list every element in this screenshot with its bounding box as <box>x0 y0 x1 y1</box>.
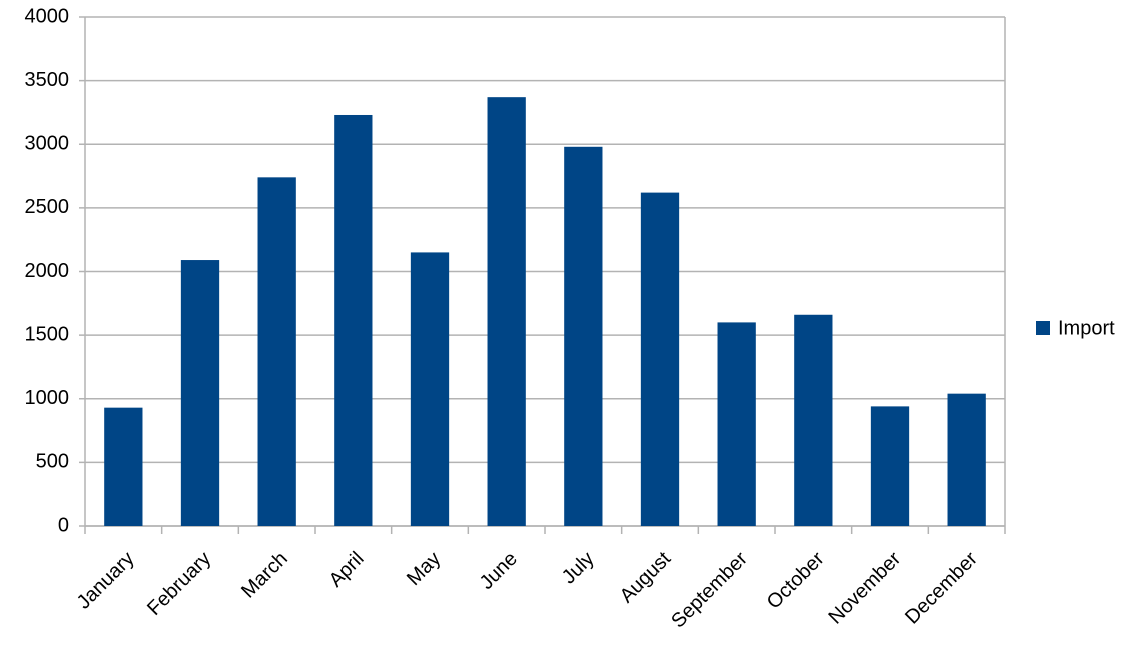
y-tick-label: 4000 <box>25 5 70 27</box>
x-tick-label: April <box>325 548 369 592</box>
x-tick-label: June <box>476 548 522 594</box>
legend-swatch <box>1036 321 1050 335</box>
bar <box>870 406 910 526</box>
bar <box>794 314 833 526</box>
x-tick-label: February <box>143 548 215 620</box>
y-tick-label: 0 <box>58 514 69 536</box>
x-tick-label: March <box>237 548 292 603</box>
bar <box>717 322 756 526</box>
bar <box>257 177 296 526</box>
bar <box>640 192 680 527</box>
bar <box>410 252 450 526</box>
x-tick-label: September <box>667 547 752 632</box>
bar <box>947 393 986 526</box>
x-tick-label: January <box>73 548 139 614</box>
bar <box>180 260 220 526</box>
y-tick-label: 3000 <box>25 133 70 155</box>
x-tick-label: August <box>616 547 676 607</box>
bar <box>334 114 373 527</box>
legend-label: Import <box>1058 317 1115 339</box>
y-tick-label: 2500 <box>25 196 70 218</box>
x-tick-label: May <box>403 548 445 590</box>
x-tick-label: November <box>824 547 905 628</box>
x-tick-label: October <box>763 547 829 613</box>
bar <box>564 146 603 527</box>
bar <box>104 407 143 526</box>
x-tick-label: July <box>558 548 599 589</box>
y-tick-label: 2000 <box>25 260 70 282</box>
y-tick-label: 3500 <box>25 69 70 91</box>
y-tick-label: 500 <box>36 451 69 473</box>
y-tick-label: 1500 <box>25 323 70 345</box>
bar <box>487 97 526 526</box>
y-tick-label: 1000 <box>25 387 70 409</box>
x-tick-label: December <box>901 547 982 628</box>
